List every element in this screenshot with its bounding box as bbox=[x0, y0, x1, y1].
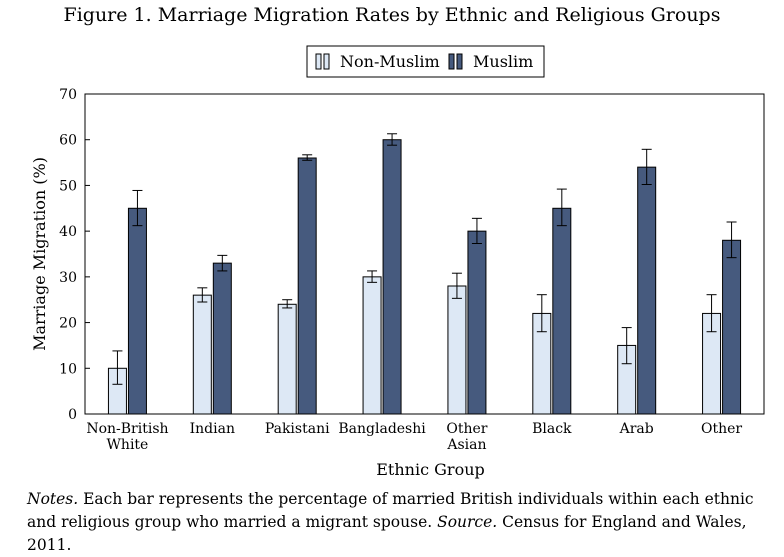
x-axis-label: Ethnic Group bbox=[376, 460, 485, 479]
legend-swatch-muslim bbox=[456, 53, 463, 70]
bar-non-muslim bbox=[277, 303, 297, 415]
legend-label-muslim: Muslim bbox=[473, 52, 533, 71]
bar-chart: 0 10 20 30 40 50 60 70 Marriage Migration (%) Non… bbox=[30, 45, 765, 479]
bar-muslim bbox=[127, 207, 147, 415]
y-tick-label: 40 bbox=[59, 224, 77, 240]
x-tick-label: White bbox=[107, 437, 149, 453]
bar-non-muslim bbox=[362, 276, 382, 415]
y-tick-label: 20 bbox=[59, 316, 77, 332]
y-tick-label: 10 bbox=[59, 361, 77, 377]
plot-frame bbox=[84, 93, 765, 415]
y-tick-label: 50 bbox=[59, 178, 77, 194]
bar-non-muslim bbox=[447, 285, 467, 415]
notes-label: Notes. bbox=[27, 490, 79, 508]
bar-muslim bbox=[467, 230, 487, 415]
x-tick-label: Non-British bbox=[86, 421, 168, 437]
y-tick-label: 30 bbox=[59, 270, 77, 286]
x-tick-label: Asian bbox=[446, 437, 486, 453]
legend-box bbox=[306, 45, 545, 78]
x-tick-label: Other bbox=[446, 421, 487, 437]
bar-muslim bbox=[552, 207, 572, 415]
bar-non-muslim bbox=[192, 294, 212, 415]
legend-swatch-non-muslim bbox=[315, 53, 322, 70]
legend-swatch-non-muslim bbox=[323, 53, 330, 70]
y-axis-label: Marriage Migration (%) bbox=[30, 157, 49, 351]
bar-muslim bbox=[297, 157, 317, 415]
bar-muslim bbox=[382, 139, 402, 415]
bar-muslim bbox=[722, 239, 742, 415]
chart-title: Figure 1. Marriage Migration Rates by Et… bbox=[63, 4, 721, 26]
bar-muslim bbox=[637, 166, 657, 415]
legend-swatch-muslim bbox=[448, 53, 455, 70]
legend-label-non-muslim: Non-Muslim bbox=[340, 52, 440, 71]
y-tick-label: 0 bbox=[68, 407, 77, 423]
x-tick-label: Indian bbox=[190, 421, 235, 437]
y-tick-label: 70 bbox=[59, 87, 77, 103]
x-tick-label: Bangladeshi bbox=[338, 421, 426, 437]
y-tick-label: 60 bbox=[59, 133, 77, 149]
figure-notes: Notes. Each bar represents the percentag… bbox=[27, 488, 777, 557]
x-tick-label: Black bbox=[532, 421, 572, 437]
notes-text: Each bar represents the percentage of ma… bbox=[27, 490, 754, 531]
x-tick-label: Arab bbox=[619, 421, 654, 437]
x-tick-label: Other bbox=[701, 421, 742, 437]
x-tick-label: Pakistani bbox=[265, 421, 330, 437]
source-label: Source. bbox=[437, 513, 498, 531]
bar-muslim bbox=[212, 262, 232, 415]
